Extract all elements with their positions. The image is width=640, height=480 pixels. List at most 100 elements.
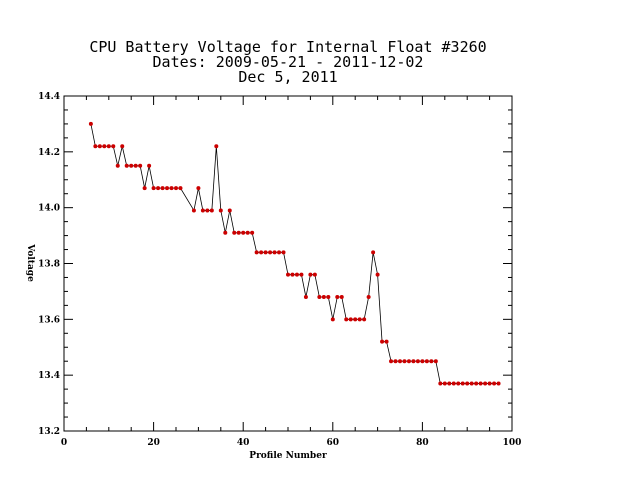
data-point bbox=[272, 250, 277, 255]
data-point bbox=[290, 272, 295, 277]
data-point bbox=[389, 359, 394, 364]
data-point bbox=[133, 163, 138, 168]
data-point bbox=[460, 381, 465, 386]
y-axis-tick-labels: 13.2 13.4 13.6 13.8 14.0 14.2 14.4 bbox=[38, 92, 60, 437]
data-point bbox=[196, 186, 201, 191]
data-point bbox=[335, 295, 340, 299]
data-point bbox=[456, 381, 461, 386]
data-point bbox=[259, 250, 264, 255]
data-point bbox=[299, 272, 304, 277]
y-tick-label: 14.4 bbox=[38, 92, 60, 102]
data-point bbox=[371, 250, 376, 255]
data-point bbox=[236, 230, 241, 235]
data-point bbox=[384, 339, 389, 344]
x-tick-label: 80 bbox=[416, 438, 429, 448]
x-axis-tick-labels: 0 20 40 60 80 100 bbox=[61, 438, 522, 448]
x-tick-label: 60 bbox=[327, 438, 340, 448]
data-point bbox=[438, 381, 443, 386]
data-point bbox=[205, 208, 210, 213]
data-point bbox=[209, 208, 214, 213]
chart-title-line-1: CPU Battery Voltage for Internal Float #… bbox=[89, 38, 486, 56]
y-tick-label: 13.2 bbox=[38, 427, 60, 437]
data-point bbox=[245, 230, 250, 235]
data-point bbox=[478, 381, 483, 386]
data-point bbox=[380, 339, 385, 344]
data-point bbox=[254, 250, 259, 255]
data-point bbox=[102, 144, 107, 149]
y-axis-label: Voltage bbox=[25, 243, 35, 282]
data-point bbox=[474, 381, 479, 386]
x-tick-label: 20 bbox=[147, 438, 160, 448]
data-point bbox=[191, 208, 196, 213]
data-point bbox=[344, 317, 349, 322]
data-point bbox=[160, 186, 165, 191]
series-line bbox=[90, 123, 499, 384]
y-tick-label: 14.0 bbox=[38, 204, 60, 214]
data-point bbox=[406, 359, 411, 364]
data-point bbox=[357, 317, 362, 322]
data-point bbox=[106, 144, 111, 149]
data-point bbox=[277, 250, 282, 255]
x-tick-label: 40 bbox=[237, 438, 250, 448]
data-point bbox=[353, 317, 358, 322]
data-point bbox=[433, 359, 438, 364]
data-point bbox=[312, 272, 317, 277]
data-point bbox=[451, 381, 456, 386]
data-point bbox=[223, 230, 228, 235]
data-point bbox=[366, 295, 371, 299]
chart-title-line-2: Dates: 2009-05-21 - 2011-12-02 bbox=[153, 53, 424, 71]
data-point bbox=[88, 121, 93, 126]
data-point bbox=[308, 272, 313, 277]
y-tick-label: 13.6 bbox=[38, 315, 60, 325]
data-point bbox=[120, 144, 125, 149]
data-point bbox=[129, 163, 134, 168]
data-point bbox=[281, 250, 286, 255]
data-point bbox=[420, 359, 425, 364]
chart-title-line-3: Dec 5, 2011 bbox=[238, 68, 337, 86]
data-point bbox=[97, 144, 102, 149]
data-point bbox=[375, 272, 380, 277]
data-point bbox=[268, 250, 273, 255]
y-tick-label: 14.2 bbox=[38, 148, 60, 158]
data-point bbox=[415, 359, 420, 364]
data-point bbox=[393, 359, 398, 364]
y-axis-ticks bbox=[64, 95, 512, 432]
data-point bbox=[402, 359, 407, 364]
data-point bbox=[321, 295, 326, 299]
x-axis-label: Profile Number bbox=[249, 451, 327, 461]
x-axis-ticks bbox=[63, 96, 513, 431]
data-point bbox=[487, 381, 492, 386]
x-tick-label: 100 bbox=[503, 438, 522, 448]
plot-frame bbox=[63, 95, 513, 432]
series-line-group bbox=[90, 123, 499, 384]
data-point bbox=[111, 144, 116, 149]
data-point bbox=[362, 317, 367, 322]
data-point bbox=[398, 359, 402, 364]
data-point bbox=[411, 359, 416, 364]
data-point bbox=[263, 250, 268, 255]
y-tick-label: 13.8 bbox=[38, 260, 60, 270]
data-point bbox=[147, 163, 152, 168]
data-point bbox=[218, 208, 223, 213]
data-point bbox=[330, 317, 335, 322]
series-points-group bbox=[88, 121, 501, 386]
data-point bbox=[286, 272, 290, 277]
data-point bbox=[469, 381, 474, 386]
data-point bbox=[326, 295, 331, 299]
y-tick-label: 13.4 bbox=[38, 371, 60, 381]
data-point bbox=[174, 186, 178, 191]
data-point bbox=[294, 272, 299, 277]
data-point bbox=[496, 381, 501, 386]
data-point bbox=[429, 359, 434, 364]
data-point bbox=[317, 295, 322, 299]
data-point bbox=[442, 381, 447, 386]
data-point bbox=[151, 186, 156, 191]
data-point bbox=[348, 317, 353, 322]
data-point bbox=[303, 295, 308, 299]
data-point bbox=[232, 230, 237, 235]
data-point bbox=[339, 295, 344, 299]
data-point bbox=[483, 381, 488, 386]
data-point bbox=[165, 186, 170, 191]
data-point bbox=[93, 144, 98, 149]
data-point bbox=[465, 381, 470, 386]
